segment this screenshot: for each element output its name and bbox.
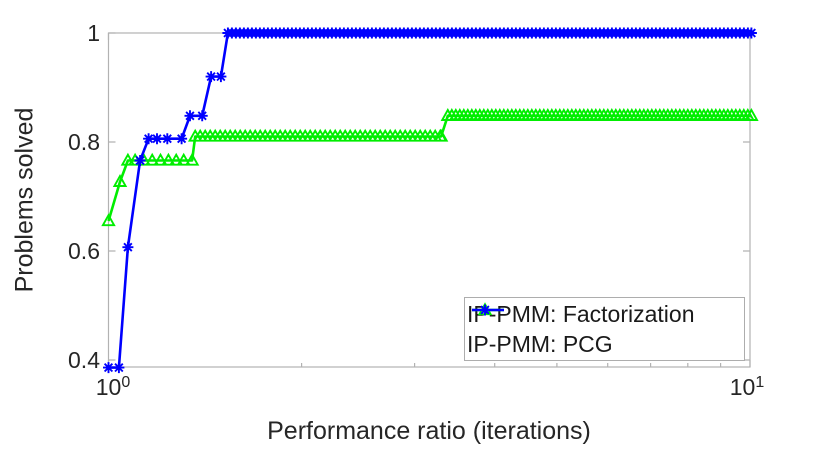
x-tick-label-10: 101	[717, 374, 777, 401]
x-tick-base: 10	[95, 374, 122, 400]
series-markers-asterisk	[103, 27, 757, 374]
series-markers-triangle	[101, 108, 759, 227]
legend-sample-asterisk-icon	[472, 304, 504, 316]
y-tick-label-1: 1	[87, 20, 100, 46]
y-tick-label-0-4: 0.4	[68, 347, 100, 373]
x-axis-label: Performance ratio (iterations)	[267, 417, 591, 445]
y-tick-label-0-8: 0.8	[68, 129, 100, 155]
legend-label: IP-PMM: PCG	[467, 330, 613, 357]
legend-label: IP-PMM: Factorization	[467, 300, 695, 327]
legend-item-factorization: IP-PMM: Factorization	[465, 299, 744, 329]
y-tick-label-0-6: 0.6	[68, 238, 100, 264]
x-tick-label-1: 100	[83, 374, 143, 401]
x-tick-base: 10	[729, 374, 756, 400]
legend: IP-PMM: Factorization IP-PMM: PCG	[464, 297, 745, 361]
x-tick-exponent: 0	[121, 374, 131, 391]
legend-item-pcg: IP-PMM: PCG	[465, 304, 744, 359]
x-tick-exponent: 1	[755, 374, 765, 391]
